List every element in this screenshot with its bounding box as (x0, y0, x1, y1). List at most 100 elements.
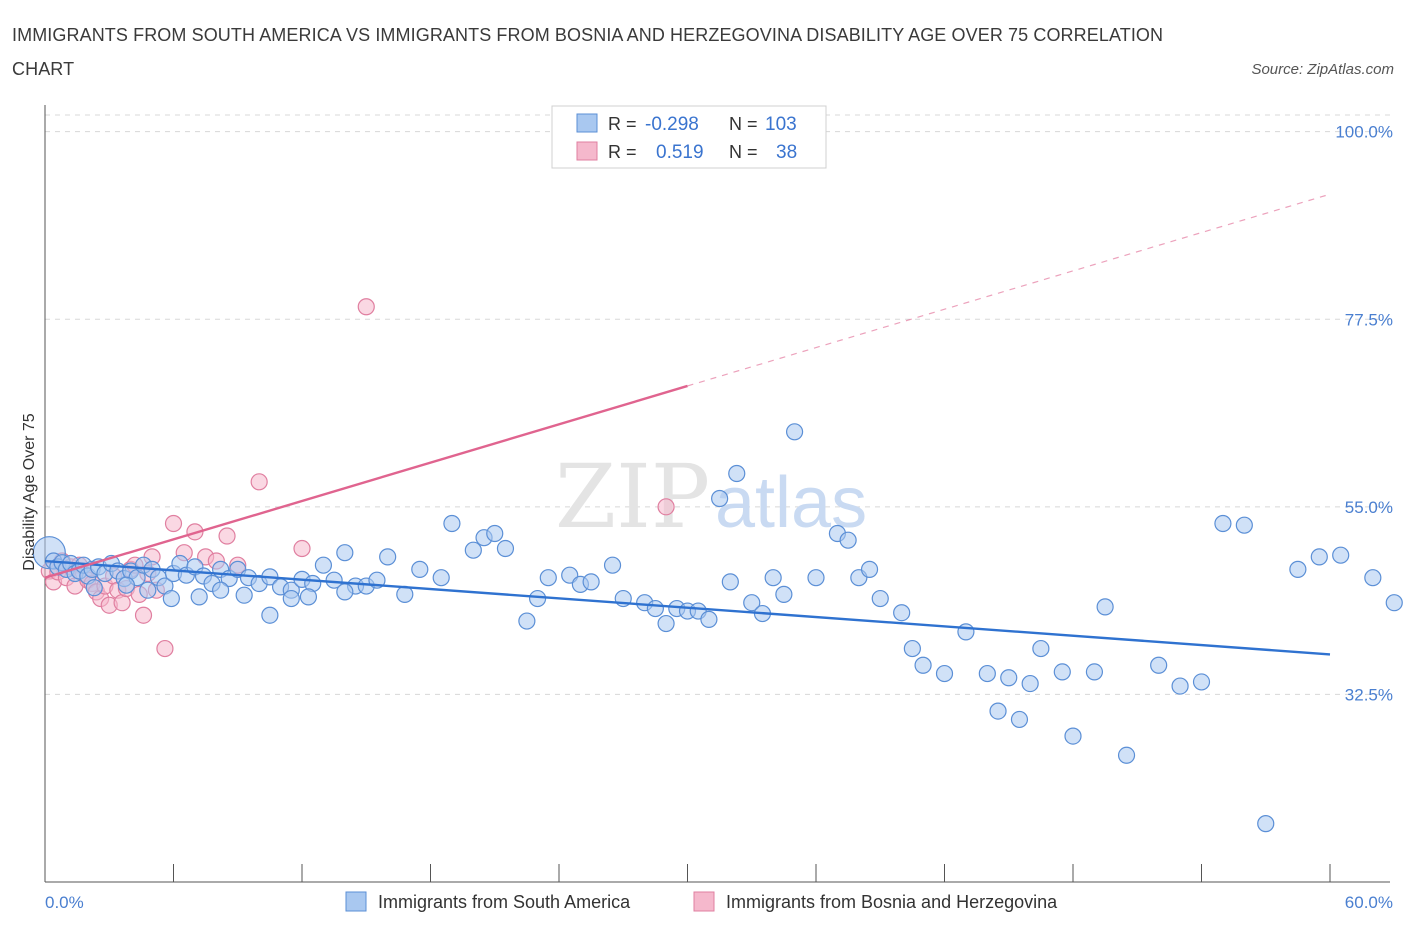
data-point (1214, 514, 1232, 533)
data-point (1000, 669, 1018, 687)
bottom-legend-label-blue: Immigrants from South America (378, 892, 631, 912)
bottom-legend: Immigrants from South America Immigrants… (345, 891, 1058, 912)
data-point (871, 589, 889, 608)
legend-n-label-pink: N = (729, 142, 758, 162)
data-point (989, 702, 1007, 720)
gridlines (45, 114, 1390, 695)
data-point (235, 586, 253, 604)
x-tick-label: 0.0% (45, 893, 84, 912)
data-point (1117, 746, 1136, 764)
legend-r-label-pink: R = (608, 142, 637, 162)
data-point (1064, 727, 1082, 745)
legend-n-value-blue: 103 (765, 114, 797, 135)
data-point (261, 606, 279, 624)
data-point (657, 614, 675, 633)
y-axis-title: Disability Age Over 75 (21, 413, 38, 571)
data-point (464, 541, 482, 559)
bottom-legend-label-pink: Immigrants from Bosnia and Herzegovina (726, 892, 1058, 912)
data-point (646, 599, 664, 618)
data-point (134, 606, 153, 624)
data-point (1171, 677, 1189, 695)
data-point (156, 639, 174, 658)
legend-swatch-pink (576, 141, 598, 161)
data-point (1053, 663, 1071, 681)
data-point (764, 569, 782, 587)
watermark: ZIP atlas (555, 445, 867, 548)
trend-extension-pink (687, 193, 1331, 387)
data-point (711, 489, 729, 508)
data-point (721, 573, 739, 591)
data-point (325, 571, 343, 589)
data-point (860, 560, 879, 578)
data-point (1021, 674, 1039, 693)
data-point (978, 664, 996, 683)
data-point (117, 576, 135, 594)
legend-r-value-blue: -0.298 (645, 114, 699, 135)
y-tick-label: 32.5% (1345, 685, 1393, 704)
data-point (839, 531, 857, 549)
legend-frame (551, 105, 827, 169)
data-point (162, 589, 180, 608)
data-point (113, 594, 131, 612)
source-label: Source: ZipAtlas.com (1251, 61, 1394, 78)
legend-r-value-pink: 0.519 (656, 142, 704, 163)
data-point (728, 464, 746, 483)
data-point (486, 524, 504, 543)
legend-n-value-pink: 38 (776, 142, 797, 163)
data-point (582, 573, 600, 591)
data-point (518, 612, 536, 630)
data-point (1257, 815, 1275, 833)
data-point (293, 539, 311, 558)
data-point (539, 569, 557, 587)
data-point (164, 514, 183, 533)
axes (44, 105, 1390, 883)
legend-swatch-blue (576, 113, 598, 133)
data-point (299, 588, 318, 606)
data-point (218, 527, 236, 545)
data-point (785, 423, 804, 441)
data-point (190, 588, 208, 606)
legend-r-label-blue: R = (608, 114, 637, 134)
data-point (432, 569, 450, 587)
data-point (1192, 673, 1211, 691)
data-point (957, 623, 975, 641)
data-point (212, 581, 230, 599)
y-tick-label: 77.5% (1345, 310, 1393, 329)
trend-lines (44, 193, 1331, 656)
y-tick-label: 100.0% (1335, 123, 1393, 142)
data-point (336, 544, 354, 562)
data-point (85, 579, 103, 597)
x-tick-label: 60.0% (1345, 893, 1393, 912)
data-point (528, 589, 547, 608)
data-point (807, 569, 825, 587)
trend-line-pink (44, 384, 688, 579)
data-point (357, 298, 375, 316)
trend-line-blue (44, 559, 1331, 656)
chart-title: IMMIGRANTS FROM SOUTH AMERICA VS IMMIGRA… (12, 25, 1164, 79)
data-point (411, 560, 429, 578)
data-point (139, 581, 157, 599)
data-point (935, 664, 954, 683)
data-point (314, 556, 333, 574)
tick-labels: 100.0% 77.5% 55.0% 32.5% 0.0% 60.0% (45, 123, 1393, 912)
data-point (700, 610, 718, 628)
legend: R = -0.298 N = 103 R = 0.519 N = 38 (551, 105, 827, 169)
data-point (379, 548, 397, 566)
blue-series-points (32, 423, 1403, 833)
data-point (1150, 656, 1168, 674)
data-point (336, 583, 354, 601)
data-point (1364, 569, 1382, 587)
data-point (1096, 598, 1114, 616)
data-point (496, 539, 515, 558)
data-point (1289, 560, 1307, 578)
data-point (914, 656, 932, 674)
data-point (443, 514, 461, 533)
watermark-zip: ZIP (555, 445, 710, 548)
data-point (1310, 548, 1328, 566)
data-point (775, 585, 793, 603)
data-point (1385, 594, 1403, 612)
bottom-legend-swatch-blue (345, 891, 367, 912)
data-point (1085, 663, 1104, 681)
data-point (1235, 516, 1253, 534)
